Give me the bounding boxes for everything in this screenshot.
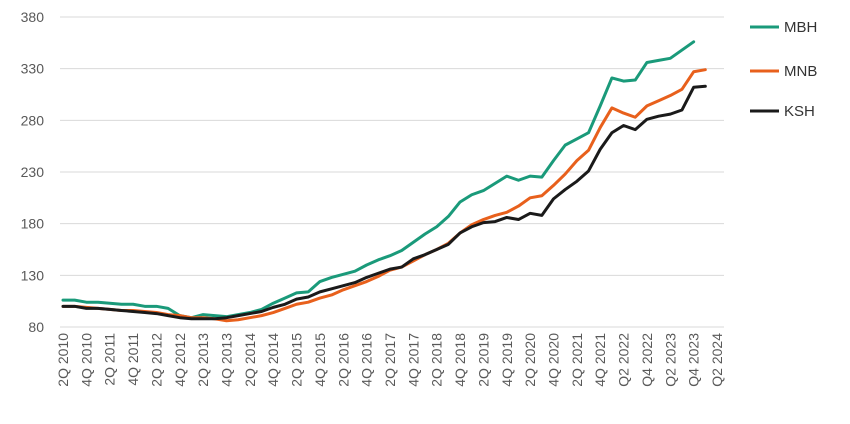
y-tick-label: 80 (28, 319, 44, 335)
x-tick-label: 2Q 2015 (289, 333, 305, 387)
y-axis-ticks: 80 130 180 230 280 330 380 (21, 9, 45, 335)
x-tick-label: 4Q 2019 (499, 333, 515, 387)
x-tick-label: 2Q 2011 (102, 333, 118, 386)
x-tick-label: Q2 2023 (662, 333, 678, 387)
y-tick-label: 180 (21, 216, 45, 232)
y-tick-label: 330 (21, 61, 45, 77)
x-tick-label: 4Q 2011 (125, 333, 141, 386)
x-tick-label: 2Q 2013 (195, 333, 211, 387)
x-tick-label: 2Q 2017 (382, 333, 398, 387)
x-tick-label: 2Q 2012 (148, 333, 164, 387)
x-tick-label: 2Q 2020 (522, 333, 538, 387)
y-tick-label: 230 (21, 164, 45, 180)
legend-label-ksh: KSH (784, 103, 815, 120)
x-tick-label: 4Q 2016 (359, 333, 375, 387)
x-tick-label: Q4 2022 (639, 333, 655, 387)
x-tick-label: 4Q 2021 (592, 333, 608, 387)
series-line-mbh (61, 40, 696, 320)
x-tick-label: 2Q 2019 (475, 333, 491, 387)
y-tick-label: 130 (21, 267, 45, 283)
x-tick-label: 4Q 2012 (172, 333, 188, 387)
x-tick-label: 2Q 2010 (55, 333, 71, 387)
x-tick-label: Q4 2023 (686, 333, 702, 387)
legend-label-mbh: MBH (784, 19, 817, 36)
x-tick-label: 4Q 2017 (405, 333, 421, 387)
gridlines (60, 16, 724, 328)
x-axis-ticks: 2Q 2010 4Q 2010 2Q 2011 4Q 2011 2Q 2012 4Q 20… (55, 333, 725, 387)
series-lines (61, 40, 707, 323)
x-tick-label: 4Q 2013 (219, 333, 235, 387)
series-line-mnb (61, 68, 707, 323)
y-tick-label: 280 (21, 112, 45, 128)
x-tick-label: 4Q 2010 (78, 333, 94, 387)
series-line-ksh (61, 84, 707, 321)
x-tick-label: 4Q 2018 (452, 333, 468, 387)
x-tick-label: 2Q 2016 (335, 333, 351, 387)
x-tick-label: Q2 2024 (709, 333, 725, 387)
x-tick-label: 2Q 2014 (242, 333, 258, 387)
x-tick-label: 4Q 2020 (546, 333, 562, 387)
x-tick-label: 2Q 2018 (429, 333, 445, 387)
legend-label-mnb: MNB (784, 63, 817, 80)
y-tick-label: 380 (21, 9, 45, 25)
x-tick-label: Q2 2022 (616, 333, 632, 387)
legend: MBH MNB KSH (750, 19, 817, 120)
x-tick-label: 2Q 2021 (569, 333, 585, 387)
x-tick-label: 4Q 2015 (312, 333, 328, 387)
x-tick-label: 4Q 2014 (265, 333, 281, 387)
